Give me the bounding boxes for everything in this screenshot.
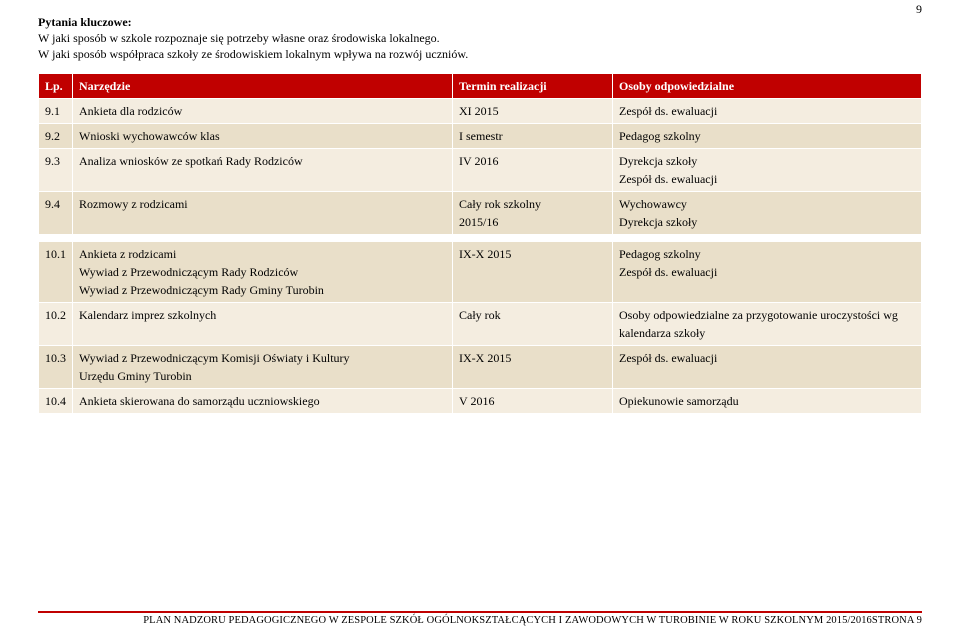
cell-tool: Ankieta dla rodziców [73,98,453,123]
cell-term: IV 2016 [453,148,613,191]
header-tool: Narzędzie [73,73,453,98]
cell-resp: Pedagog szkolny [613,123,922,148]
cell-resp: Pedagog szkolnyZespół ds. ewaluacji [613,241,922,302]
cell-resp: Opiekunowie samorządu [613,388,922,413]
cell-term: XI 2015 [453,98,613,123]
header-lp: Lp. [39,73,73,98]
table-tools-1: Lp. Narzędzie Termin realizacji Osoby od… [38,73,922,235]
table-row: 9.4 Rozmowy z rodzicami Cały rok szkolny… [39,191,922,234]
page-number: 9 [916,2,922,17]
cell-tool: Rozmowy z rodzicami [73,191,453,234]
table-row: 10.4 Ankieta skierowana do samorządu ucz… [39,388,922,413]
cell-lp: 9.1 [39,98,73,123]
intro-line-2: W jaki sposób współpraca szkoły ze środo… [38,46,922,62]
table-row: 10.3 Wywiad z Przewodniczącym Komisji Oś… [39,345,922,388]
cell-tool: Wywiad z Przewodniczącym Komisji Oświaty… [73,345,453,388]
cell-lp: 9.2 [39,123,73,148]
cell-tool: Wnioski wychowawców klas [73,123,453,148]
cell-lp: 9.4 [39,191,73,234]
cell-tool: Kalendarz imprez szkolnych [73,302,453,345]
cell-term: IX-X 2015 [453,345,613,388]
cell-tool: Ankieta z rodzicamiWywiad z Przewodniczą… [73,241,453,302]
table-row: 9.3 Analiza wniosków ze spotkań Rady Rod… [39,148,922,191]
cell-resp: Zespół ds. ewaluacji [613,98,922,123]
cell-tool: Analiza wniosków ze spotkań Rady Rodzicó… [73,148,453,191]
cell-lp: 10.2 [39,302,73,345]
table-header-row: Lp. Narzędzie Termin realizacji Osoby od… [39,73,922,98]
cell-lp: 10.3 [39,345,73,388]
cell-term: Cały rok szkolny2015/16 [453,191,613,234]
cell-resp: Osoby odpowiedzialne za przygotowanie ur… [613,302,922,345]
table-row: 9.2 Wnioski wychowawców klas I semestr P… [39,123,922,148]
cell-term: V 2016 [453,388,613,413]
table-row: 9.1 Ankieta dla rodziców XI 2015 Zespół … [39,98,922,123]
cell-resp: WychowawcyDyrekcja szkoły [613,191,922,234]
cell-lp: 10.4 [39,388,73,413]
cell-term: Cały rok [453,302,613,345]
cell-tool: Ankieta skierowana do samorządu uczniows… [73,388,453,413]
cell-lp: 9.3 [39,148,73,191]
intro-block: Pytania kluczowe: W jaki sposób w szkole… [38,14,922,63]
table-row: 10.2 Kalendarz imprez szkolnych Cały rok… [39,302,922,345]
cell-resp: Dyrekcja szkołyZespół ds. ewaluacji [613,148,922,191]
intro-heading: Pytania kluczowe: [38,14,922,30]
header-term: Termin realizacji [453,73,613,98]
cell-term: I semestr [453,123,613,148]
table-tools-2: 10.1 Ankieta z rodzicamiWywiad z Przewod… [38,241,922,414]
header-resp: Osoby odpowiedzialne [613,73,922,98]
cell-term: IX-X 2015 [453,241,613,302]
page-footer: PLAN NADZORU PEDAGOGICZNEGO W ZESPOLE SZ… [38,611,922,626]
cell-lp: 10.1 [39,241,73,302]
intro-line-1: W jaki sposób w szkole rozpoznaje się po… [38,30,922,46]
cell-resp: Zespół ds. ewaluacji [613,345,922,388]
table-row: 10.1 Ankieta z rodzicamiWywiad z Przewod… [39,241,922,302]
